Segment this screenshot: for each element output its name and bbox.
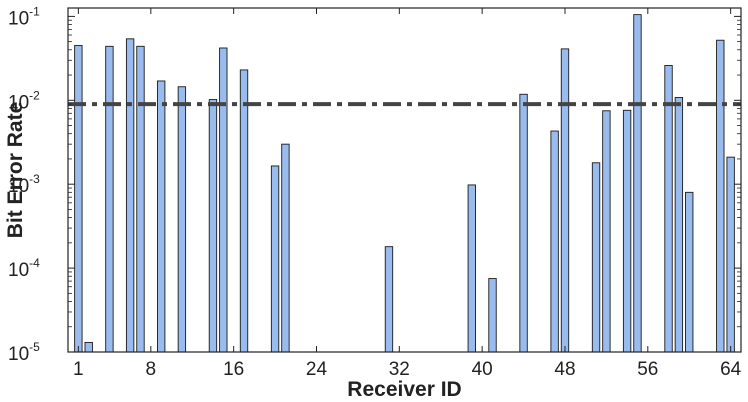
bar-receiver-9	[157, 80, 166, 353]
bar-receiver-4	[105, 45, 114, 353]
y-tick-label: 10-4	[8, 256, 40, 281]
bar-receiver-20	[270, 165, 280, 353]
bar-receiver-39	[467, 184, 476, 353]
bar-receiver-15	[219, 47, 228, 353]
bar-receiver-21	[281, 143, 290, 353]
x-tick-label-8: 8	[146, 359, 157, 380]
bar-receiver-59	[674, 97, 684, 353]
bar-receiver-54	[622, 109, 632, 353]
plot-frame	[67, 7, 742, 353]
x-tick-label-40: 40	[472, 359, 493, 380]
x-tick-label-32: 32	[389, 359, 410, 380]
bar-receiver-2	[84, 341, 93, 353]
bars-layer	[74, 14, 735, 353]
y-tick-label: 10-2	[8, 88, 40, 113]
bar-receiver-14	[208, 99, 218, 353]
bar-receiver-60	[685, 191, 694, 353]
bar-receiver-51	[591, 162, 601, 353]
x-tick-label-56: 56	[637, 359, 658, 380]
y-tick-label: 10-3	[8, 172, 40, 197]
bar-receiver-47	[550, 130, 559, 353]
y-tick-labels: 10-5 10-4 10-3 10-2 10-1	[8, 4, 40, 365]
bar-receiver-7	[136, 45, 145, 353]
x-axis-title: Receiver ID	[347, 378, 461, 401]
bar-receiver-48	[560, 48, 570, 353]
bar-receiver-6	[125, 38, 135, 353]
x-tick-label-16: 16	[223, 359, 244, 380]
x-tick-label-1: 1	[73, 359, 84, 380]
bar-receiver-44	[519, 93, 528, 353]
x-tick-label-24: 24	[306, 359, 328, 380]
bar-receiver-11	[177, 86, 187, 353]
bar-receiver-58	[664, 65, 673, 353]
x-tick-label-48: 48	[554, 359, 575, 380]
bar-receiver-55	[633, 14, 642, 353]
bar-receiver-52	[602, 110, 611, 353]
y-tick-label: 10-5	[8, 340, 40, 365]
bar-receiver-31	[384, 246, 394, 353]
bar-receiver-64	[726, 156, 735, 353]
y-tick-label: 10-1	[8, 4, 40, 29]
bar-receiver-41	[488, 278, 497, 353]
y-axis-title: Bit Error Rate	[4, 102, 27, 239]
bar-receiver-1	[74, 45, 83, 353]
x-tick-labels: 1 8 16 24 32 40 48 56 64	[73, 359, 742, 380]
x-tick-label-64: 64	[720, 359, 742, 380]
bar-receiver-17	[239, 69, 249, 353]
ticks-layer	[68, 8, 741, 353]
bar-receiver-63	[716, 39, 725, 353]
